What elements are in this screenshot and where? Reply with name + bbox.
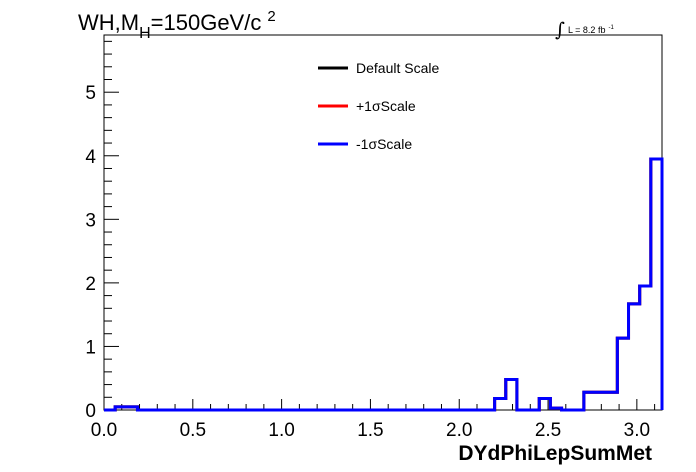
y-tick-label: 1 bbox=[85, 337, 96, 358]
series-line-0 bbox=[104, 157, 664, 412]
x-tick-label: 1.5 bbox=[357, 420, 383, 441]
y-tick-label: 5 bbox=[85, 83, 96, 104]
series-line-2 bbox=[104, 157, 664, 412]
series-line-1 bbox=[104, 157, 664, 412]
y-tick-label: 0 bbox=[85, 401, 96, 422]
legend-entry-0: Default Scale bbox=[356, 60, 439, 76]
x-axis-label: DYdPhiLepSumMet bbox=[458, 442, 652, 465]
x-axis: 0.0 0.5 1.0 1.5 2.0 2.5 3.0 bbox=[91, 399, 656, 441]
x-tick-label: 2.5 bbox=[535, 420, 561, 441]
series-group bbox=[104, 157, 664, 412]
y-tick-label: 2 bbox=[85, 274, 96, 295]
x-tick-label: 2.0 bbox=[446, 420, 472, 441]
chart-title: WH,MH=150GeV/c 2 bbox=[78, 8, 276, 42]
lumi-label: L = 8.2 fb -1 bbox=[568, 25, 614, 35]
y-axis: 0 1 2 3 4 5 bbox=[85, 40, 119, 422]
x-tick-label: 0.0 bbox=[91, 420, 117, 441]
plot-frame bbox=[103, 34, 663, 411]
x-tick-label: 1.0 bbox=[268, 420, 294, 441]
y-tick-label: 3 bbox=[85, 210, 96, 231]
x-tick-label: 0.5 bbox=[180, 420, 206, 441]
y-tick-label: 4 bbox=[85, 147, 96, 168]
lumi-integral-sign: ∫ bbox=[555, 19, 565, 41]
legend-entry-1: +1σScale bbox=[356, 98, 416, 114]
x-tick-label: 3.0 bbox=[624, 420, 650, 441]
legend-entry-2: -1σScale bbox=[356, 136, 412, 152]
legend: Default Scale +1σScale -1σScale bbox=[318, 60, 439, 152]
